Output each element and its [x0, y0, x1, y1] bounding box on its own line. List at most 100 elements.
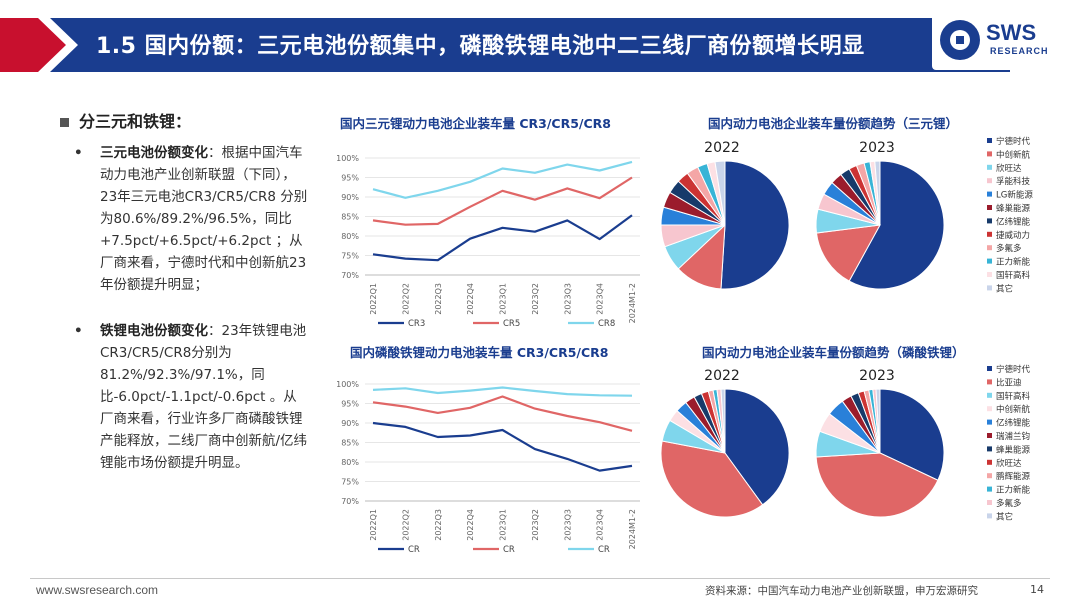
lfp-share-legend-swatch — [987, 406, 992, 412]
lfp-share-pie-slice — [724, 388, 790, 506]
ternary-cr-series-line-3 — [372, 160, 633, 199]
ternary-share-pie-slice — [720, 160, 790, 290]
ternary-cr-x-tick-label: 2023Q3 — [563, 283, 572, 315]
footer-website-link[interactable]: www.swsresearch.com — [36, 583, 159, 597]
ternary-share-legend-swatch — [987, 178, 992, 184]
logo-icon — [940, 20, 980, 60]
ternary-bullet: • 三元电池份额变化：根据中国汽车动力电池产业创新联盟（下同），23年三元电池C… — [60, 142, 310, 296]
lfp-bullet-head: 铁锂电池份额变化 — [100, 323, 208, 339]
section-title: 分三元和铁锂： — [60, 108, 310, 132]
lfp-cr-x-tick-label: 2023Q4 — [596, 509, 605, 541]
lfp-cr-x-tick-label: 2023Q3 — [563, 509, 572, 541]
lfp-share-pie-slice — [660, 440, 764, 518]
summary-panel: 分三元和铁锂： • 三元电池份额变化：根据中国汽车动力电池产业创新联盟（下同），… — [60, 108, 310, 498]
section-title-text: 分三元和铁锂： — [79, 112, 192, 131]
page-number: 14 — [1030, 583, 1044, 596]
ternary-cr-x-tick-label: 2023Q4 — [596, 283, 605, 315]
ternary-share-legend-label: 蜂巢能源 — [996, 203, 1031, 214]
ternary-share-legend-swatch — [987, 285, 992, 291]
ternary-share-pie-slice — [874, 160, 881, 226]
lfp-share-legend-label: 正力新能 — [996, 485, 1031, 496]
lfp-cr-x-tick-label: 2023Q1 — [499, 509, 508, 541]
bullet-dot-icon: • — [74, 145, 83, 161]
lfp-share-legend-label: 瑞浦兰钧 — [996, 431, 1030, 442]
ternary-cr-x-tick-label: 2022Q1 — [369, 283, 378, 315]
lfp-share-legend-swatch — [987, 446, 992, 452]
ternary-share-legend-label: 其它 — [996, 283, 1013, 294]
lfp-bullet-body: ：23年铁锂电池CR3/CR5/CR8分别为81.2%/92.3%/97.1%，… — [100, 323, 308, 471]
lfp-cr-y-tick-label: 70% — [341, 497, 359, 506]
ternary-cr-y-tick-label: 100% — [336, 154, 359, 163]
lfp-cr-series-line-2 — [372, 395, 633, 432]
lfp-share-legend-label: 多氟多 — [996, 498, 1022, 509]
ternary-cr-y-tick-label: 85% — [341, 213, 359, 222]
lfp-share-legend-swatch — [987, 500, 992, 505]
lfp-share-legend-label: 中创新航 — [996, 404, 1031, 415]
lfp-share-pie-slice — [720, 388, 726, 454]
lfp-cr-x-tick-label: 2024M1-2 — [628, 509, 637, 549]
ternary-share-legend-label: 国轩高科 — [996, 270, 1031, 281]
lfp-share-pie-chart: 2022 2023 宁德时代比亚迪国轩高科中创新航亿纬锂能瑞浦兰钧蜂巢能源欣旺达鹏辉… — [660, 364, 1031, 522]
ternary-cr-x-tick-label: 2022Q4 — [466, 283, 475, 315]
ternary-share-legend-swatch — [987, 272, 992, 277]
lfp-cr-y-tick-label: 80% — [341, 458, 359, 467]
ternary-cr-legend-label: CR3 — [408, 319, 425, 329]
lfp-cr-legend-label: CR — [408, 545, 420, 555]
lfp-cr-y-tick-label: 85% — [341, 439, 359, 448]
lfp-share-legend-label: 其它 — [996, 511, 1013, 522]
ternary-cr-y-tick-label: 75% — [341, 252, 359, 261]
lfp-share-legend-label: 宁德时代 — [996, 364, 1031, 375]
lfp-share-pie-slice — [875, 388, 881, 454]
ternary-share-legend-swatch — [987, 218, 992, 224]
lfp-cr-x-tick-label: 2022Q4 — [466, 509, 475, 541]
lfp-share-pie-slice — [879, 388, 945, 481]
lfp-cr-x-tick-label: 2023Q2 — [531, 509, 540, 541]
ternary-share-legend-swatch — [987, 191, 992, 197]
ternary-cr-y-tick-label: 95% — [341, 174, 359, 183]
bullet-dot-icon: • — [74, 323, 83, 339]
ternary-share-legend-label: 中创新航 — [996, 149, 1031, 160]
lfp-cr-chart-title: 国内磷酸铁锂动力电池装车量 CR3/CR5/CR8 — [350, 345, 609, 360]
header-band — [0, 18, 1010, 72]
ternary-cr-y-tick-label: 80% — [341, 232, 359, 241]
ternary-pie-chart-title: 国内动力电池企业装车量份额趋势（三元锂） — [708, 116, 959, 131]
ternary-share-pie-slice — [848, 160, 945, 290]
logo-text: SWS — [986, 20, 1037, 45]
square-bullet-icon — [60, 118, 69, 127]
ternary-share-legend-swatch — [987, 164, 992, 170]
lfp-cr-x-tick-label: 2022Q2 — [401, 509, 410, 541]
ternary-cr-x-tick-label: 2022Q2 — [401, 283, 410, 315]
lfp-share-legend-label: 国轩高科 — [996, 391, 1031, 402]
lfp-cr-y-tick-label: 75% — [341, 478, 359, 487]
lfp-share-legend-label: 欣旺达 — [996, 458, 1022, 469]
ternary-share-legend-swatch — [987, 151, 992, 157]
ternary-cr-x-tick-label: 2023Q1 — [499, 283, 508, 315]
ternary-share-legend-swatch — [987, 231, 992, 237]
ternary-cr-series-line-2 — [372, 176, 633, 226]
ternary-share-legend-label: 孚能科技 — [996, 176, 1031, 187]
footer-source-note: 资料来源：中国汽车动力电池产业创新联盟，申万宏源研究 — [705, 585, 978, 597]
ternary-share-legend-swatch — [987, 245, 992, 251]
ternary-share-year-label: 2023 — [859, 140, 895, 156]
ternary-cr-y-tick-label: 70% — [341, 271, 359, 280]
lfp-share-legend-label: 比亚迪 — [996, 377, 1022, 388]
ternary-cr-legend-label: CR5 — [503, 319, 520, 329]
ternary-cr-y-tick-label: 90% — [341, 193, 359, 202]
lfp-share-year-label: 2023 — [859, 368, 895, 384]
lfp-bullet: • 铁锂电池份额变化：23年铁锂电池CR3/CR5/CR8分别为81.2%/92… — [60, 320, 310, 474]
ternary-share-legend-swatch — [987, 138, 992, 143]
ternary-share-legend-label: 多氟多 — [996, 243, 1022, 254]
lfp-cr-x-tick-label: 2022Q1 — [369, 509, 378, 541]
lfp-cr-legend-label: CR — [503, 545, 515, 555]
ternary-cr-x-tick-label: 2022Q3 — [434, 283, 443, 315]
ternary-bullet-head: 三元电池份额变化 — [100, 145, 208, 161]
ternary-share-legend-label: 正力新能 — [996, 257, 1031, 268]
lfp-share-legend-swatch — [987, 419, 992, 425]
lfp-cr-series-line-1 — [372, 421, 633, 472]
lfp-share-legend-swatch — [987, 392, 992, 398]
ternary-bullet-body: ：根据中国汽车动力电池产业创新联盟（下同），23年三元电池CR3/CR5/CR8… — [100, 145, 308, 293]
logo-subtext: RESEARCH — [990, 46, 1049, 56]
ternary-cr-series-line-1 — [372, 214, 633, 262]
ternary-share-pie-slice — [815, 224, 881, 282]
